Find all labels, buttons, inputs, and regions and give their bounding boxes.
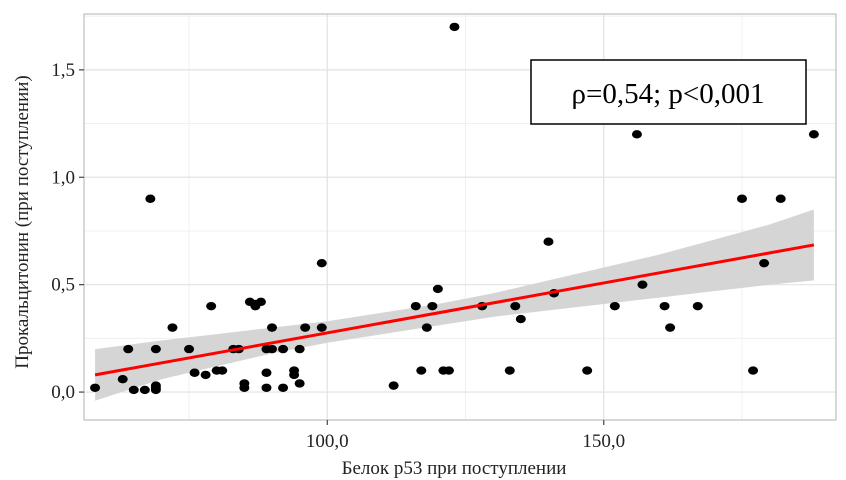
data-point <box>189 368 200 377</box>
regression-line <box>94 243 815 377</box>
data-point <box>631 130 642 139</box>
data-point <box>421 323 432 332</box>
plot-panel-border <box>83 13 837 421</box>
data-point <box>427 301 438 311</box>
data-point <box>316 323 327 332</box>
data-point <box>294 379 305 388</box>
data-point <box>261 383 272 392</box>
data-point <box>184 344 195 354</box>
y-axis-title: Прокальцитонин (при поступлении) <box>12 75 33 369</box>
confidence-band <box>95 209 814 401</box>
data-point <box>443 366 454 375</box>
x-axis-title: Белок р53 при поступлении <box>342 458 567 479</box>
data-point <box>255 297 266 307</box>
data-point <box>217 366 228 375</box>
data-point <box>128 385 139 395</box>
data-point <box>316 258 327 268</box>
annotation-box: ρ=0,54; p<0,001 <box>530 59 807 125</box>
data-point <box>665 323 676 332</box>
data-point <box>737 194 747 203</box>
data-point <box>117 374 128 384</box>
data-point <box>510 301 521 311</box>
data-point <box>775 194 786 203</box>
data-point <box>637 280 648 289</box>
data-point <box>748 366 759 375</box>
y-tick-label: 1,5 <box>51 60 75 81</box>
data-point <box>300 323 311 332</box>
data-point <box>150 381 161 390</box>
axis-ticks <box>79 69 605 425</box>
data-point <box>267 323 277 332</box>
data-point <box>267 344 277 354</box>
data-point <box>543 237 554 246</box>
tick-labels: 100,0 150,0 0,0 0,5 1,0 1,5 <box>51 60 625 452</box>
data-point <box>261 368 272 377</box>
data-point <box>167 323 178 332</box>
data-point <box>808 130 819 139</box>
data-point <box>416 366 427 375</box>
data-point <box>449 22 460 32</box>
data-point <box>515 314 526 324</box>
y-tick-label: 0,5 <box>51 275 75 296</box>
data-point <box>609 301 620 311</box>
data-point <box>278 344 289 354</box>
data-point <box>278 383 289 392</box>
data-point <box>659 301 670 311</box>
data-point <box>145 194 156 203</box>
data-point <box>432 284 443 294</box>
data-point <box>410 301 421 311</box>
data-point <box>294 344 305 354</box>
data-point <box>388 381 399 390</box>
data-point <box>90 383 101 392</box>
correlation-annotation: ρ=0,54; p<0,001 <box>572 78 765 110</box>
x-tick-label: 100,0 <box>306 431 349 452</box>
data-point <box>206 301 217 311</box>
data-point <box>139 385 150 395</box>
data-point <box>123 344 134 354</box>
data-point <box>504 366 515 375</box>
data-point <box>759 258 770 268</box>
data-point <box>582 366 593 375</box>
y-tick-label: 0,0 <box>51 382 75 403</box>
data-point <box>239 383 250 392</box>
data-point <box>200 370 211 380</box>
y-tick-label: 1,0 <box>51 167 75 188</box>
x-tick-label: 150,0 <box>582 431 625 452</box>
data-point <box>150 344 161 354</box>
data-point <box>289 366 300 375</box>
data-point <box>692 301 703 311</box>
